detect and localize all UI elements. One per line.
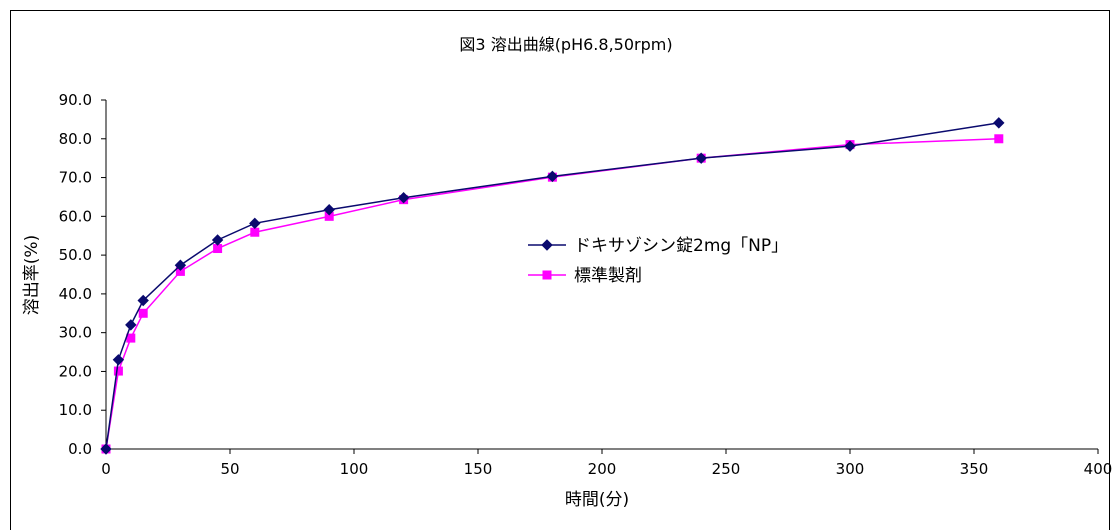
series-0-point bbox=[323, 204, 335, 216]
series-0-point bbox=[211, 234, 224, 246]
series-0-point bbox=[993, 117, 1005, 129]
series-0-point bbox=[695, 152, 707, 164]
series-0-point bbox=[249, 217, 261, 230]
series-layer bbox=[100, 117, 1005, 455]
series-0-point bbox=[100, 443, 112, 455]
x-ticks: 0 50 100 150 200 250 300 350 400 bbox=[101, 449, 1112, 478]
series-0-point bbox=[546, 170, 559, 183]
series-0-point bbox=[125, 319, 137, 331]
series-1-point bbox=[994, 134, 1004, 144]
y-tick-label: 40.0 bbox=[59, 285, 92, 303]
y-ticks: 0.0 10.0 20.0 30.0 40.0 50.0 60.0 70.0 80.0 90.0 bbox=[59, 91, 106, 458]
x-axis-label: 時間(分) bbox=[565, 490, 629, 510]
legend-label: 標準製剤 bbox=[574, 266, 642, 286]
x-tick-label: 100 bbox=[340, 460, 369, 478]
series-1-point bbox=[138, 308, 148, 318]
series-0-point bbox=[174, 259, 187, 271]
y-tick-label: 80.0 bbox=[59, 130, 92, 148]
legend: ドキサゾシン錠2mg「NP」標準製剤 bbox=[528, 236, 788, 286]
x-tick-label: 200 bbox=[588, 460, 617, 478]
y-tick-label: 10.0 bbox=[59, 401, 92, 419]
series-0-point bbox=[844, 140, 856, 152]
x-tick-label: 150 bbox=[464, 460, 493, 478]
x-tick-label: 0 bbox=[101, 460, 111, 478]
legend-label: ドキサゾシン錠2mg「NP」 bbox=[574, 236, 788, 256]
y-tick-label: 70.0 bbox=[59, 169, 92, 187]
series-0-point bbox=[137, 294, 149, 307]
y-axis-label-group: 溶出率(%) bbox=[22, 235, 42, 315]
legend-swatch-marker bbox=[541, 239, 553, 251]
series-0-point bbox=[397, 192, 410, 204]
x-tick-label: 400 bbox=[1084, 460, 1113, 478]
y-tick-label: 60.0 bbox=[59, 207, 92, 225]
y-tick-label: 0.0 bbox=[68, 440, 92, 458]
y-tick-label: 20.0 bbox=[59, 362, 92, 380]
x-tick-label: 250 bbox=[712, 460, 741, 478]
x-tick-label: 50 bbox=[220, 460, 239, 478]
x-tick-label: 300 bbox=[836, 460, 865, 478]
y-tick-label: 90.0 bbox=[59, 91, 92, 109]
legend-swatch-marker bbox=[542, 270, 552, 280]
y-tick-label: 30.0 bbox=[59, 324, 92, 342]
series-1-point bbox=[126, 333, 136, 343]
series-0-point bbox=[112, 354, 125, 366]
x-tick-label: 350 bbox=[960, 460, 989, 478]
series-1-point bbox=[213, 244, 223, 254]
series-1-point bbox=[250, 227, 260, 237]
chart-frame bbox=[10, 10, 1110, 530]
series-line-1 bbox=[105, 138, 999, 450]
y-axis-label: 溶出率(%) bbox=[22, 235, 42, 315]
chart-title: 図3 溶出曲線(pH6.8,50rpm) bbox=[459, 35, 672, 54]
y-tick-label: 50.0 bbox=[59, 246, 92, 264]
series-1-point bbox=[113, 366, 123, 376]
